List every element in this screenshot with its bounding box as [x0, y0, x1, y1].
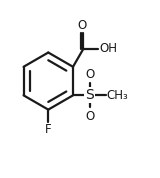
- Text: S: S: [85, 88, 94, 102]
- Text: F: F: [45, 123, 52, 136]
- Text: O: O: [85, 110, 94, 123]
- Text: OH: OH: [99, 42, 117, 55]
- Text: O: O: [85, 68, 94, 81]
- Text: CH₃: CH₃: [107, 89, 128, 102]
- Text: O: O: [78, 19, 87, 32]
